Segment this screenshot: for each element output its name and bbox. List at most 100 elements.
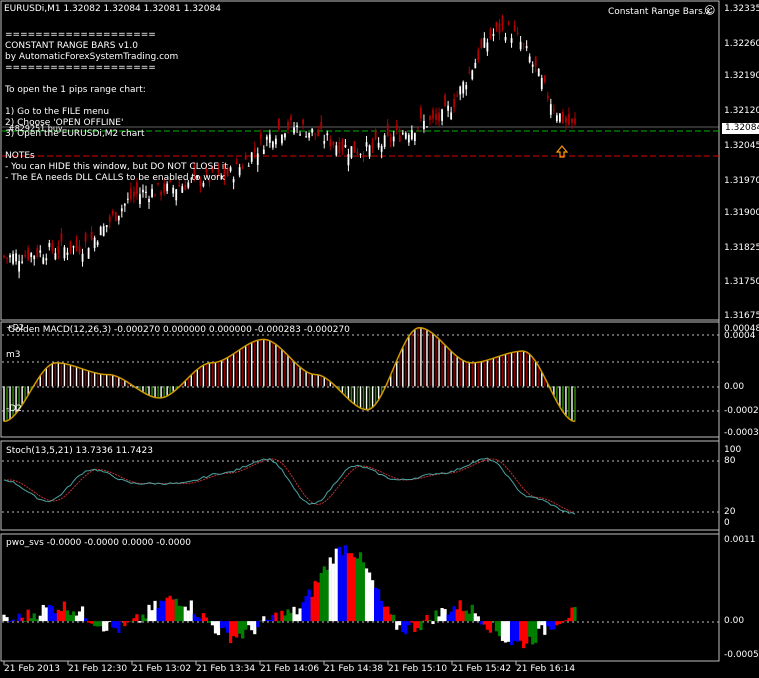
price-bar [117,215,120,221]
price-bar [6,257,8,259]
price-bar [401,132,404,135]
price-tick: 1.32045 [724,141,759,151]
macd-tick: 0.00048 [724,324,759,334]
price-bar [531,64,534,67]
price-bar [353,141,356,153]
price-bar [151,188,153,197]
up-arrow-icon [555,145,569,158]
price-bar [323,141,326,144]
price-bar [187,182,190,188]
price-bar [108,216,111,222]
info-line: 3) Open the EURUSDi,M2 chart [5,129,145,139]
price-bar [205,169,208,172]
price-bar [69,240,72,252]
price-bar [99,226,102,236]
price-bar [335,145,338,155]
price-bar [208,180,211,182]
price-bar [447,105,450,111]
time-tick: 21 Feb 13:34 [196,664,256,674]
pwo-tick: 0.00 [724,616,745,626]
info-line: - You can HIDE this window, but DO NOT C… [5,162,228,172]
macd-tick: 0.0004 [724,331,756,341]
price-bar [465,84,468,90]
stoch-tick: 0 [724,518,730,528]
price-bar [389,137,392,142]
price-bar [568,113,570,125]
price-bar [90,231,93,240]
price-bar [136,182,138,194]
smiley-icon[interactable]: ☺ [704,4,716,17]
price-bar [226,167,229,177]
price-bar [36,248,39,257]
price-bar [368,145,371,157]
price-bar [477,49,480,61]
macd-label-m3: m3 [6,350,21,360]
price-bar [244,155,247,160]
price-tick: 1.32190 [724,71,759,81]
price-bar [57,246,60,253]
price-bar [498,23,501,34]
stoch-tick: 20 [724,507,736,517]
price-bar [552,109,555,111]
macd-pane-frame [0,321,720,438]
price-bar [145,191,147,194]
price-bar [525,45,528,49]
price-bar [416,127,419,129]
price-bar [235,161,238,165]
price-bar [133,191,135,197]
info-line: - The EA needs DLL CALLS to be enabled t… [5,173,226,183]
price-bar [513,25,516,31]
price-bar [250,152,253,162]
price-bar [27,248,30,260]
price-bar [241,167,244,169]
price-bar [350,146,353,158]
stoch-signal-line [4,458,576,514]
price-bar [308,132,311,138]
price-bar [489,28,492,39]
price-bar [459,86,462,95]
price-bar [290,116,292,121]
price-bar [371,141,374,148]
price-bar [160,191,163,196]
price-bar [48,242,51,248]
price-bar [546,95,549,99]
price-bar [474,62,477,69]
price-bar [426,126,428,128]
stoch-tick: 80 [724,456,736,466]
price-bar [12,253,14,264]
price-bar [202,182,205,187]
price-bar [365,142,368,147]
price-tick: 1.32120 [724,106,759,116]
price-candles [3,14,576,279]
price-bar [142,189,144,193]
price-bar [549,104,552,115]
price-bar [429,116,431,120]
price-bar [326,133,329,136]
price-bar [392,136,395,142]
price-bar [220,175,223,179]
price-bar [30,253,33,258]
price-bar [293,127,295,134]
stoch-title: Stoch(13,5,21) 13.7336 11.7423 [6,446,153,456]
price-bar [3,255,5,258]
price-tick: 1.31675 [724,311,759,321]
price-bar [287,122,289,130]
price-bar [129,188,132,200]
price-bar [265,136,268,140]
price-bar [398,134,401,142]
price-bar [84,233,87,242]
price-bar [256,153,259,165]
price-bar [238,167,241,176]
price-bar [21,261,24,263]
macd-label-minus: -D2 [6,404,22,414]
pwo-title: pwo_svs -0.0000 -0.0000 0.0000 -0.0000 [6,538,191,548]
price-bar [362,155,365,158]
price-bar [338,141,341,153]
info-line: 1) Go to the FILE menu [5,107,110,117]
price-bar [562,112,564,123]
price-bar [483,37,486,48]
price-bar [9,255,11,258]
price-bar [395,124,398,131]
price-bar [305,136,308,138]
macd-histogram [3,327,576,423]
